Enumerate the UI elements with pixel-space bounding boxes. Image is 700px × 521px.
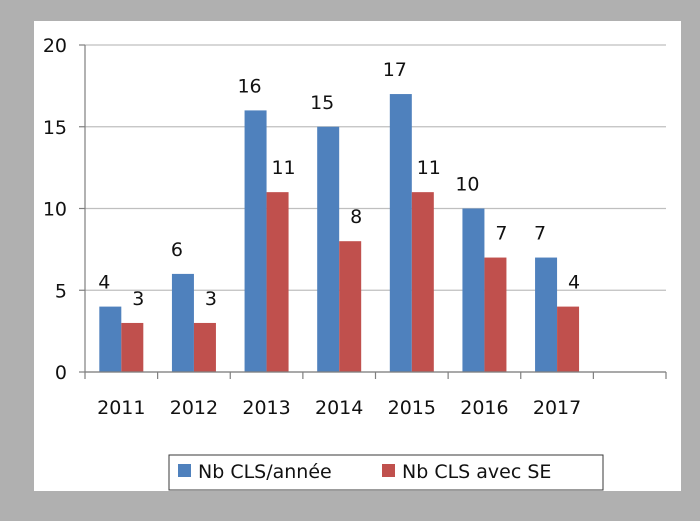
legend-swatch-series-2 (382, 464, 395, 477)
x-tick-label: 2015 (388, 397, 436, 419)
x-tick-label: 2013 (242, 397, 290, 419)
bar-series-1 (535, 257, 558, 372)
bar-series-2 (557, 306, 580, 372)
bar-series-1 (389, 94, 412, 373)
x-tick-label: 2017 (533, 397, 581, 419)
data-label: 10 (455, 174, 479, 196)
data-label: 17 (383, 59, 407, 81)
data-label: 3 (132, 288, 144, 310)
bar-series-2 (121, 322, 144, 372)
legend-label-series-1: Nb CLS/année (198, 461, 332, 483)
data-label: 7 (534, 223, 546, 245)
x-tick-label: 2016 (460, 397, 508, 419)
data-label: 11 (271, 157, 295, 179)
legend-label-series-2: Nb CLS avec SE (402, 461, 551, 483)
x-tick-label: 2014 (315, 397, 363, 419)
y-tick-label: 5 (55, 280, 67, 302)
data-label: 4 (568, 272, 580, 294)
bar-series-1 (244, 110, 267, 373)
bar-series-1 (317, 126, 340, 372)
data-label: 6 (171, 239, 183, 261)
bar-series-2 (411, 192, 434, 372)
data-label: 16 (237, 75, 261, 97)
data-label: 7 (495, 223, 507, 245)
bar-series-1 (171, 273, 194, 372)
x-tick-label: 2012 (170, 397, 218, 419)
bar-series-2 (266, 192, 289, 372)
y-axis-ticks: 0 5 10 15 20 (43, 35, 86, 384)
data-label: 8 (350, 206, 362, 228)
x-axis-ticks: 2011 2012 2013 2014 2015 2016 2017 (84, 371, 667, 419)
x-tick-label: 2011 (97, 397, 145, 419)
y-tick-label: 10 (43, 199, 67, 221)
y-tick-label: 15 (43, 117, 67, 139)
legend-swatch-series-1 (178, 464, 191, 477)
data-label: 4 (98, 272, 110, 294)
bar-series-2 (339, 241, 362, 372)
bar-series-1 (462, 208, 485, 372)
data-label: 3 (205, 288, 217, 310)
data-label: 15 (310, 92, 334, 114)
legend: Nb CLS/année Nb CLS avec SE (168, 454, 604, 491)
y-tick-label: 0 (55, 362, 67, 384)
y-tick-label: 20 (43, 35, 67, 57)
bar-series-2 (193, 322, 216, 372)
bar-series-2 (484, 257, 507, 372)
data-label: 11 (417, 157, 441, 179)
bars (99, 94, 580, 373)
bar-series-1 (99, 306, 122, 372)
data-labels: 4 6 16 15 17 10 7 3 3 11 8 11 7 4 (98, 59, 580, 310)
